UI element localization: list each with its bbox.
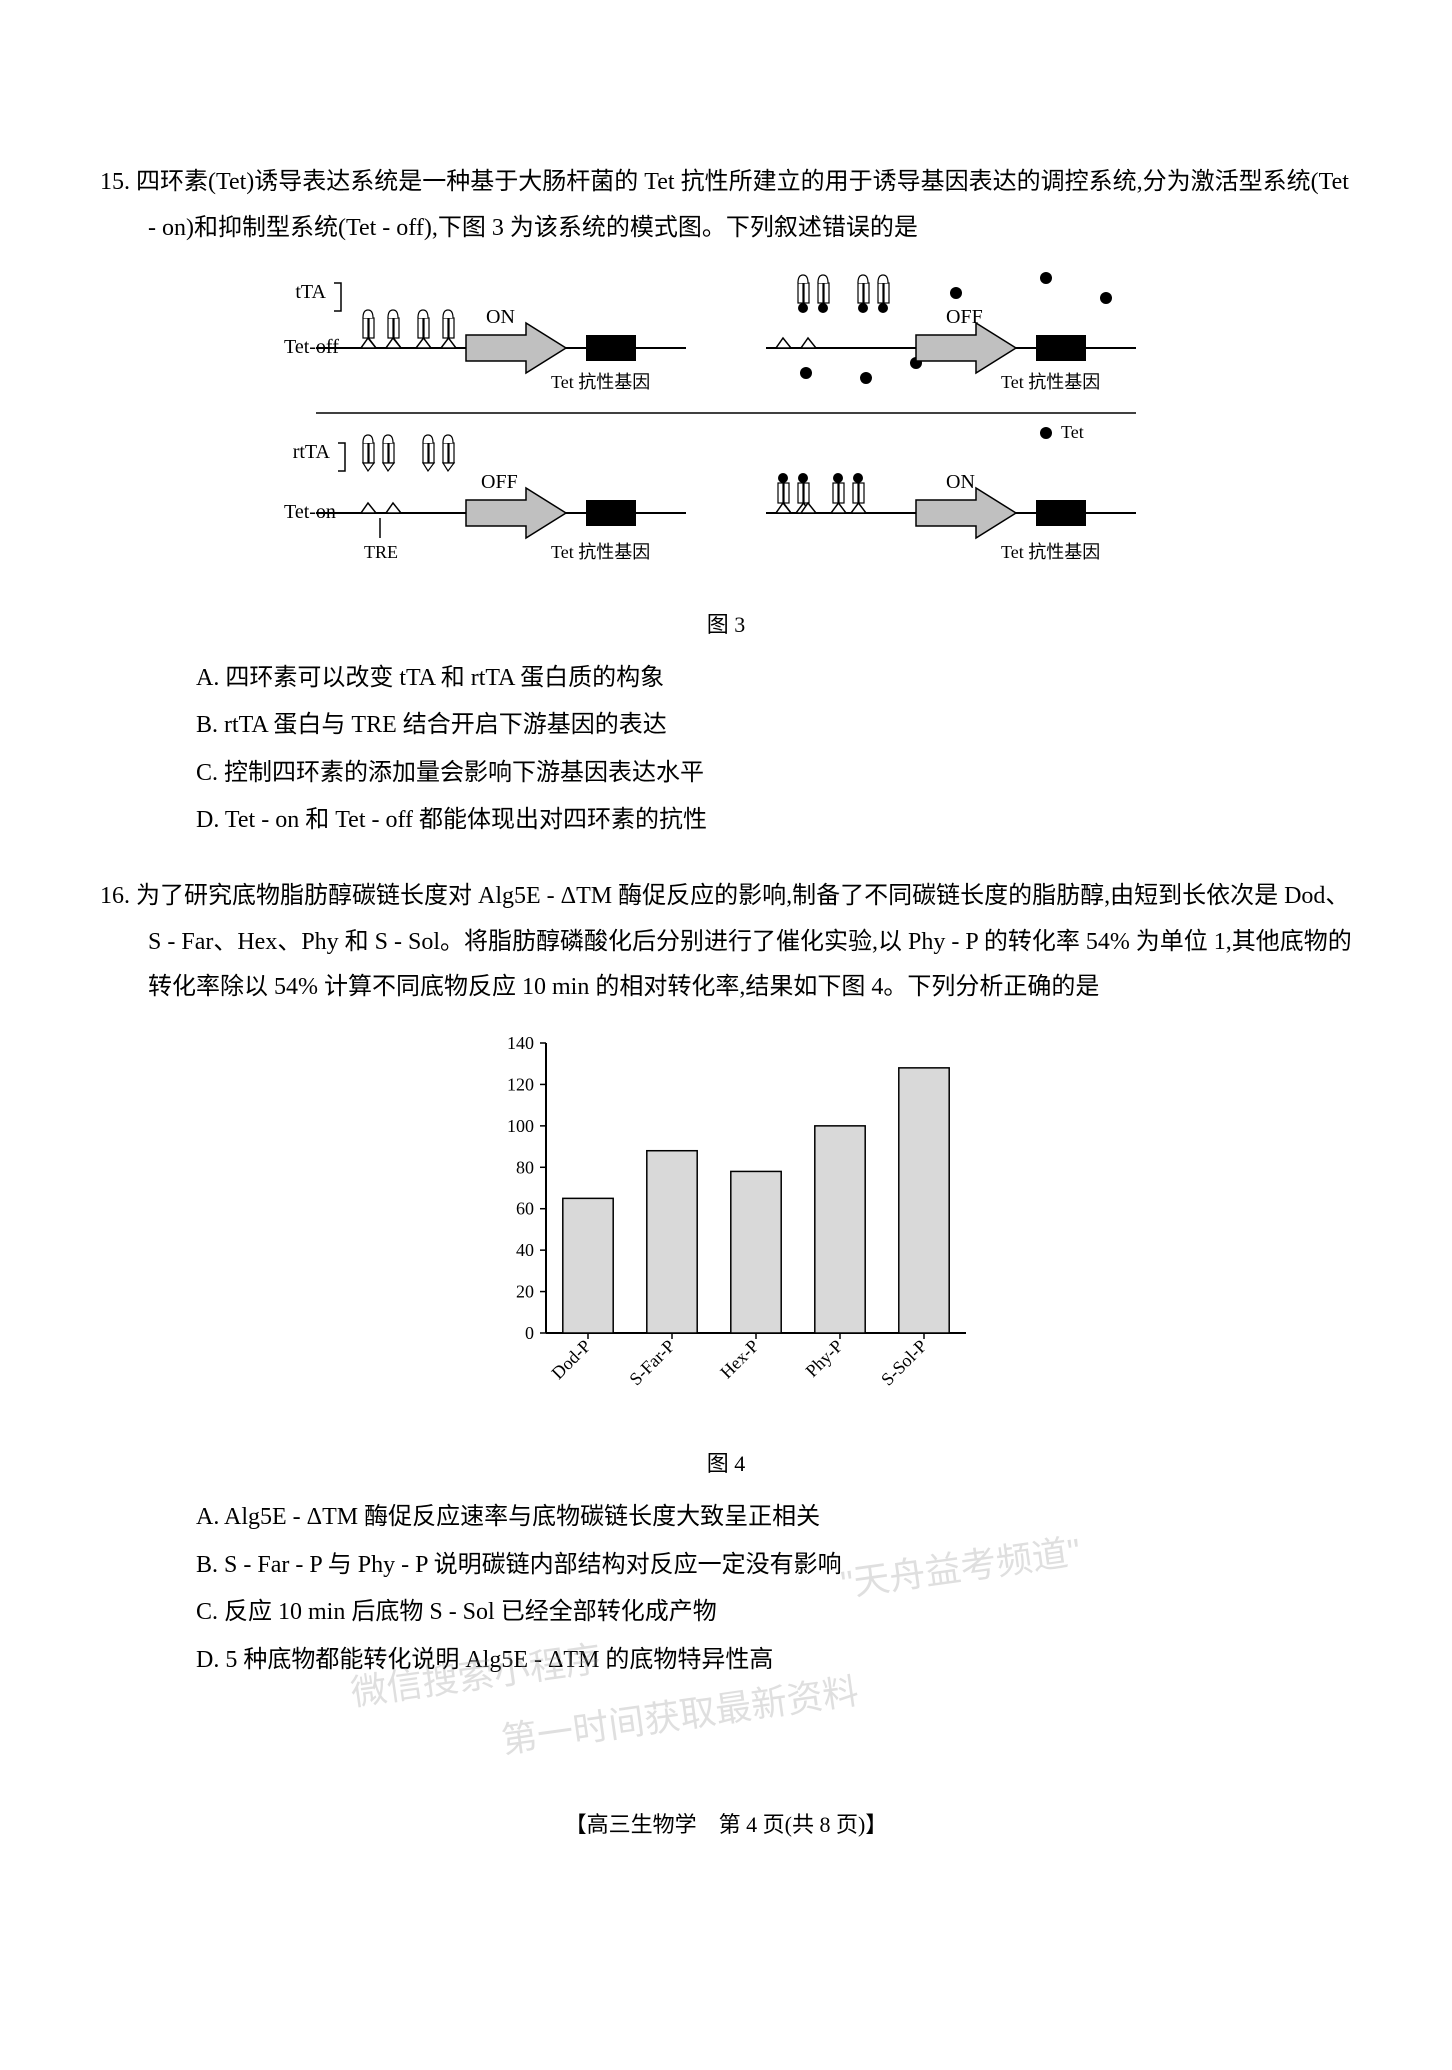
q16-option-c: C. 反应 10 min 后底物 S - Sol 已经全部转化成产物 (196, 1590, 1352, 1636)
q15-option-b: B. rtTA 蛋白与 TRE 结合开启下游基因的表达 (196, 703, 1352, 749)
svg-text:Tet 抗性基因: Tet 抗性基因 (1001, 372, 1100, 392)
q16-option-d: D. 5 种底物都能转化说明 Alg5E - ΔTM 的底物特异性高 (196, 1638, 1352, 1684)
svg-text:S-Far-P: S-Far-P (625, 1335, 678, 1388)
svg-text:ON: ON (946, 471, 975, 493)
svg-text:OFF: OFF (481, 471, 518, 493)
figure-4: 0 20 40 60 80 100 120 140 Dod-P S-Far-P Hex-P Phy-P… (466, 1023, 986, 1485)
q15-number: 15. (100, 169, 130, 195)
figure-3: tTA Tet-off (266, 263, 1186, 645)
figure-3-container: tTA Tet-off (100, 263, 1352, 645)
figure-4-container: 0 20 40 60 80 100 120 140 Dod-P S-Far-P Hex-P Phy-P… (100, 1023, 1352, 1485)
svg-text:80: 80 (516, 1157, 534, 1177)
svg-text:120: 120 (507, 1074, 534, 1094)
svg-text:TRE: TRE (364, 542, 398, 562)
q16-option-a: A. Alg5E - ΔTM 酶促反应速率与底物碳链长度大致呈正相关 (196, 1495, 1352, 1541)
question-15: 15. 四环素(Tet)诱导表达系统是一种基于大肠杆菌的 Tet 抗性所建立的用… (100, 160, 1352, 844)
svg-text:60: 60 (516, 1198, 534, 1218)
q15-option-d: D. Tet - on 和 Tet - off 都能体现出对四环素的抗性 (196, 798, 1352, 844)
figure-4-caption: 图 4 (466, 1443, 986, 1485)
q16-options: A. Alg5E - ΔTM 酶促反应速率与底物碳链长度大致呈正相关 B. S … (100, 1495, 1352, 1683)
q15-text: 四环素(Tet)诱导表达系统是一种基于大肠杆菌的 Tet 抗性所建立的用于诱导基… (136, 169, 1349, 241)
svg-text:Hex-P: Hex-P (716, 1335, 763, 1382)
svg-text:ON: ON (486, 306, 515, 328)
svg-text:S-Sol-P: S-Sol-P (877, 1335, 931, 1389)
q16-option-b: B. S - Far - P 与 Phy - P 说明碳链内部结构对反应一定没有… (196, 1543, 1352, 1589)
figure-4-svg: 0 20 40 60 80 100 120 140 Dod-P S-Far-P Hex-P Phy-P… (466, 1023, 986, 1423)
q15-option-a: A. 四环素可以改变 tTA 和 rtTA 蛋白质的构象 (196, 656, 1352, 702)
figure-3-caption: 图 3 (266, 604, 1186, 646)
svg-text:Tet 抗性基因: Tet 抗性基因 (551, 372, 650, 392)
q16-text: 为了研究底物脂肪醇碳链长度对 Alg5E - ΔTM 酶促反应的影响,制备了不同… (136, 883, 1352, 1000)
svg-text:Tet-on: Tet-on (284, 501, 336, 523)
svg-text:Dod-P: Dod-P (547, 1335, 594, 1382)
svg-text:tTA: tTA (295, 281, 326, 303)
svg-text:40: 40 (516, 1240, 534, 1260)
svg-text:140: 140 (507, 1033, 534, 1053)
svg-text:100: 100 (507, 1116, 534, 1136)
svg-text:Tet-off: Tet-off (284, 336, 339, 358)
svg-text:Phy-P: Phy-P (802, 1335, 847, 1380)
figure-3-svg: tTA Tet-off (266, 263, 1186, 583)
svg-text:Tet 抗性基因: Tet 抗性基因 (1001, 542, 1100, 562)
svg-text:rtTA: rtTA (293, 441, 331, 463)
q15-stem: 15. 四环素(Tet)诱导表达系统是一种基于大肠杆菌的 Tet 抗性所建立的用… (100, 160, 1352, 251)
svg-text:Tet: Tet (1061, 422, 1084, 442)
q15-options: A. 四环素可以改变 tTA 和 rtTA 蛋白质的构象 B. rtTA 蛋白与… (100, 656, 1352, 844)
svg-text:Tet 抗性基因: Tet 抗性基因 (551, 542, 650, 562)
svg-text:20: 20 (516, 1281, 534, 1301)
svg-text:0: 0 (525, 1323, 534, 1343)
q15-option-c: C. 控制四环素的添加量会影响下游基因表达水平 (196, 751, 1352, 797)
question-16: "天舟益考频道" 微信搜索小程序 第一时间获取最新资料 16. 为了研究底物脂肪… (100, 874, 1352, 1684)
page-footer: 【高三生物学 第 4 页(共 8 页)】 (100, 1804, 1352, 1846)
q16-stem: 16. 为了研究底物脂肪醇碳链长度对 Alg5E - ΔTM 酶促反应的影响,制… (100, 874, 1352, 1011)
q16-number: 16. (100, 883, 130, 909)
